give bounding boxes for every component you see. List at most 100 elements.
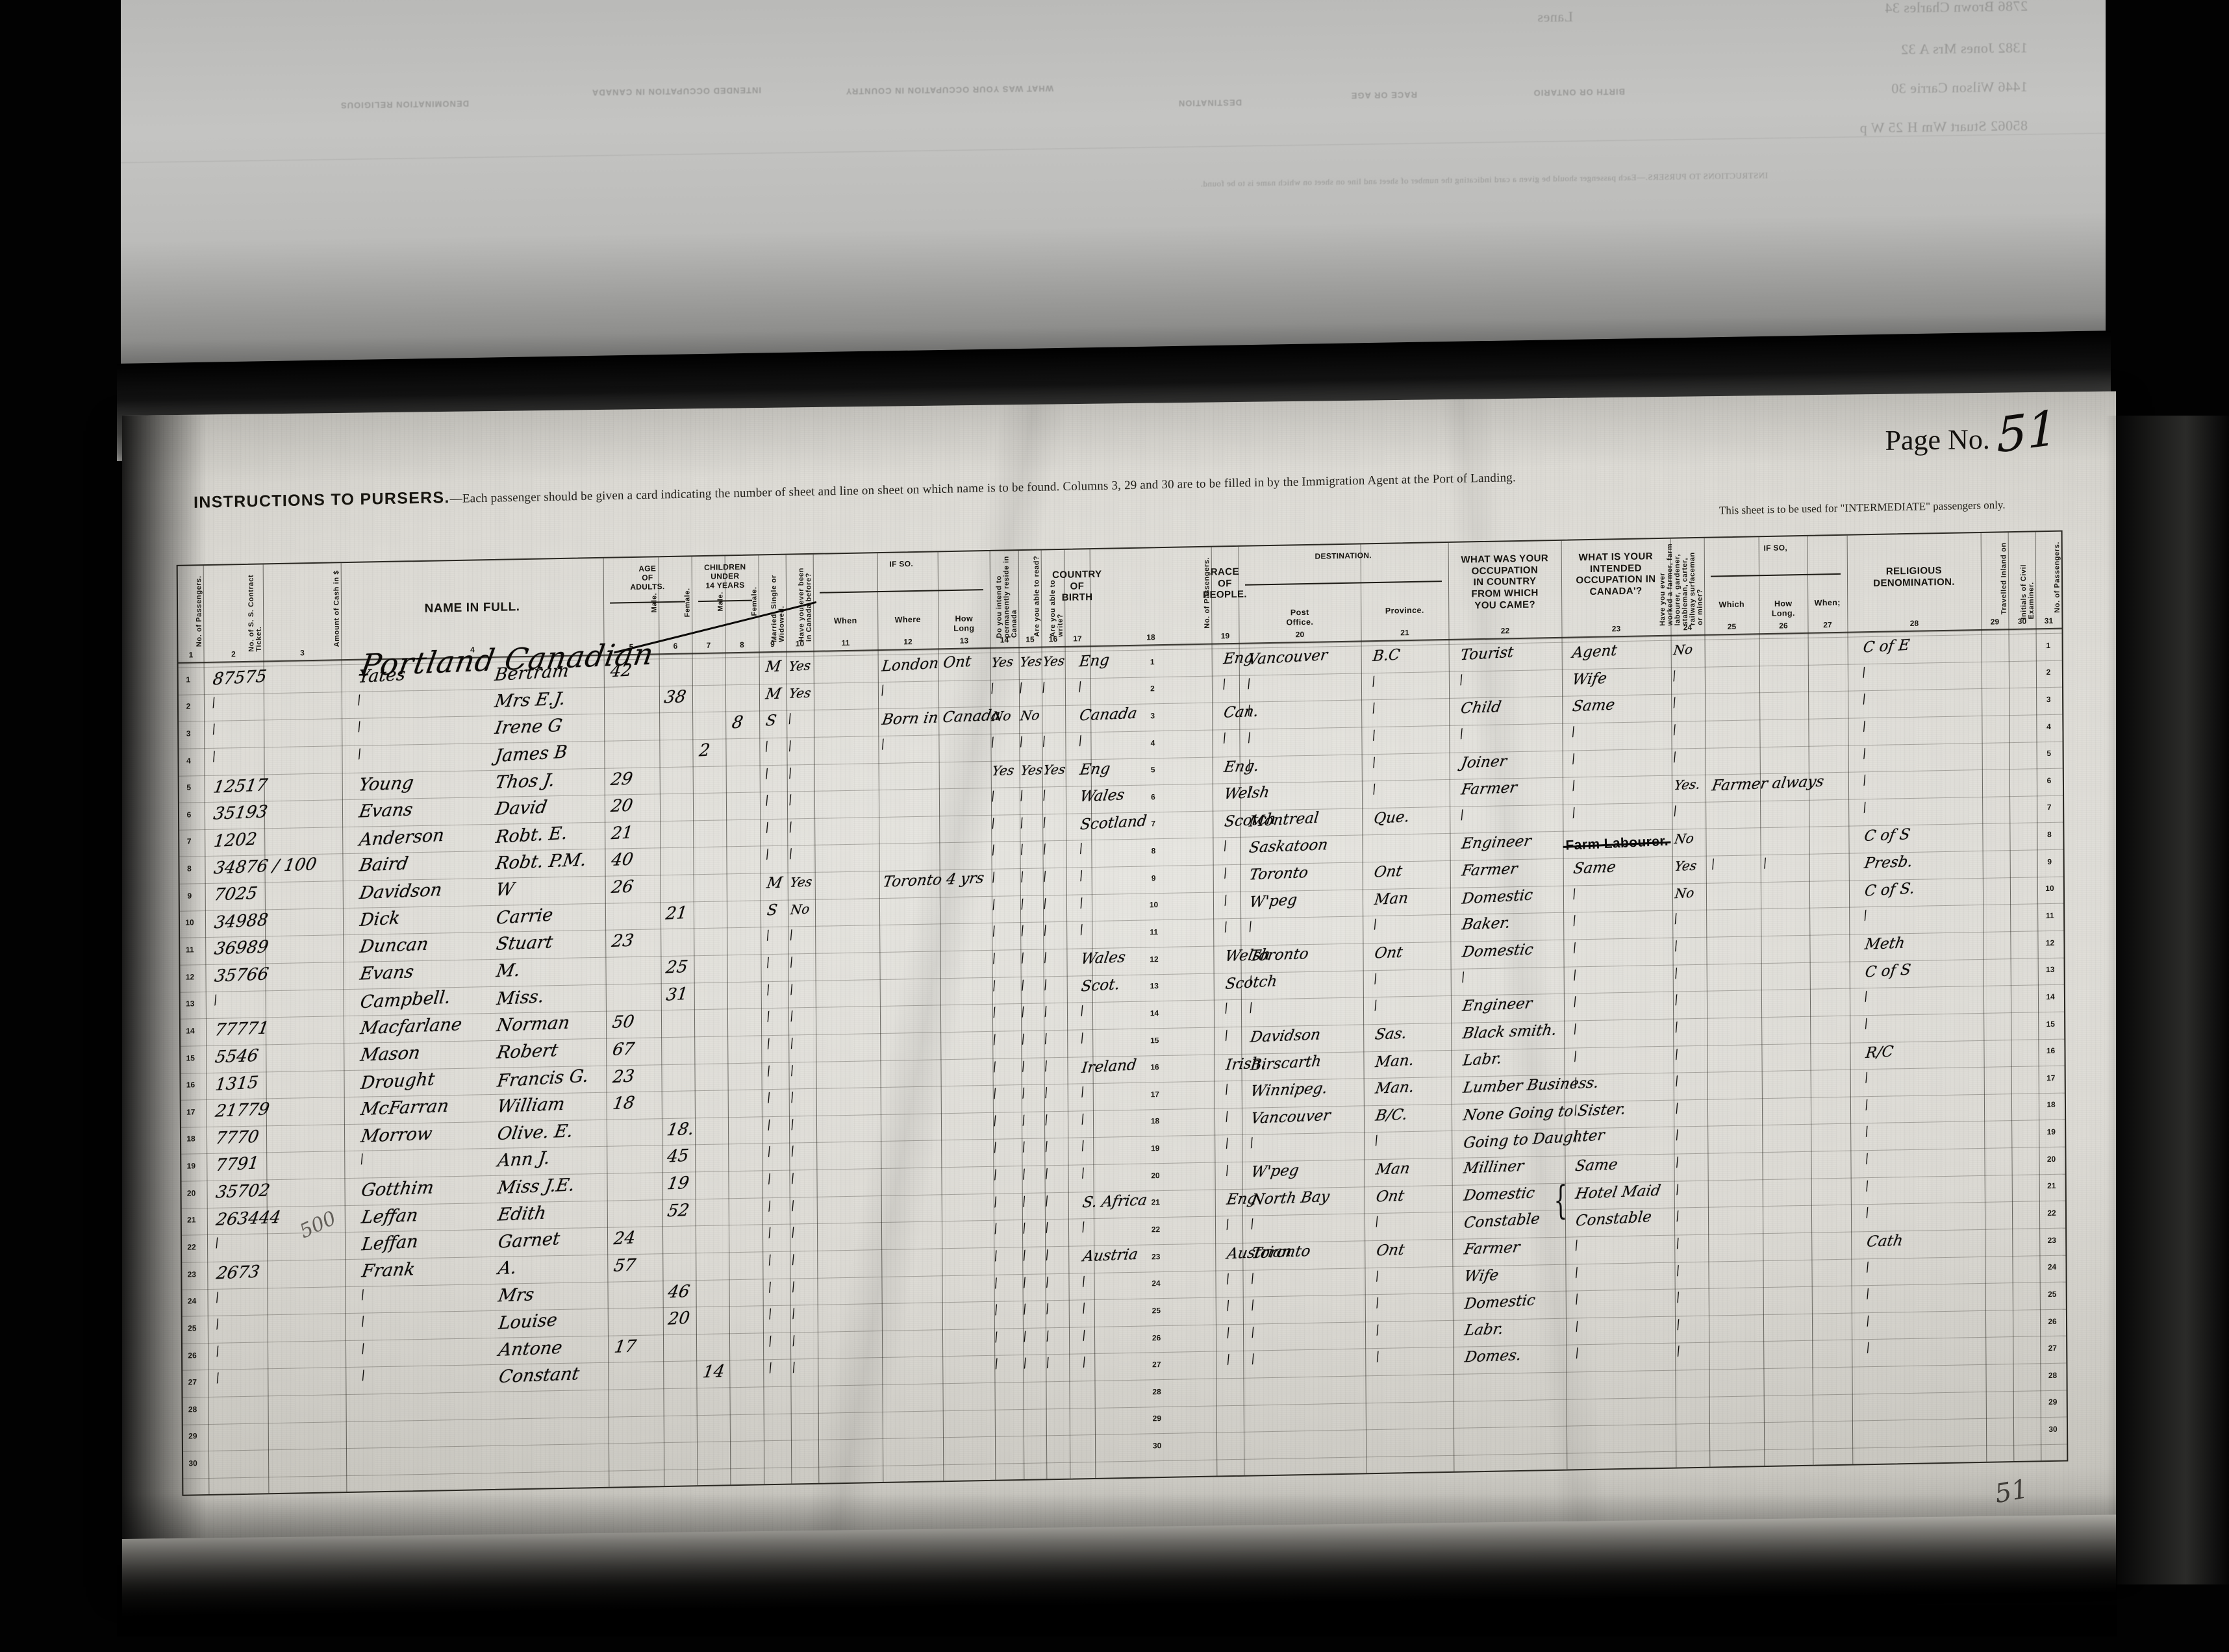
cell-post_office: ⁄ <box>1246 920 1255 934</box>
column-header-4: NAME IN FULL. <box>424 600 520 616</box>
column-header-5: Male. <box>650 593 659 613</box>
cell-farm: ⁄ <box>1672 1047 1681 1062</box>
cell-age_f: 52 <box>666 1200 691 1221</box>
cell-ticket: ⁄ <box>210 750 219 764</box>
cell-age_f: 20 <box>667 1308 691 1329</box>
column-rule <box>340 563 347 1492</box>
column-rule <box>724 556 731 1485</box>
cell-occ_canada: Same <box>1574 1156 1619 1175</box>
row-index-left: 9 <box>187 891 192 901</box>
cell-province: Man <box>1374 1160 1411 1179</box>
column-index-9: 9 <box>770 639 775 649</box>
cell-ticket: ⁄ <box>214 1345 222 1359</box>
cell-farm: ⁄ <box>1670 669 1679 683</box>
cell-farm: ⁄ <box>1670 723 1680 738</box>
cell-province: ⁄ <box>1370 782 1379 797</box>
cell-surname: ⁄ <box>355 720 364 734</box>
cell-occ_canada: ⁄ <box>1572 1293 1581 1307</box>
row-index-right: 10 <box>2045 884 2054 894</box>
row-index-mid: 15 <box>1150 1035 1159 1045</box>
column-index-17: 17 <box>1073 634 1082 644</box>
cell-farm: ⁄ <box>1672 912 1680 927</box>
cell-occ_from: Farmer <box>1463 1238 1522 1258</box>
cell-surname: Young <box>357 772 416 795</box>
cell-age_m: 40 <box>609 849 635 871</box>
column-group-header: IF SO. <box>889 559 914 569</box>
cell-post_office: Birscarth <box>1250 1052 1322 1074</box>
cell-occ_from: None Going to Sister. <box>1461 1101 1628 1125</box>
cell-ticket: ⁄ <box>210 723 218 737</box>
cell-been: ⁄ <box>790 1361 798 1375</box>
cell-been: ⁄ <box>787 956 796 970</box>
cell-ticket: 77771 <box>213 1018 271 1040</box>
row-index-right: 8 <box>2047 830 2052 840</box>
row-index-left: 26 <box>188 1350 197 1360</box>
cell-birth: ⁄ <box>1078 1085 1087 1100</box>
cell-farm: ⁄ <box>1673 1156 1682 1170</box>
cell-surname: Leffan <box>360 1231 420 1255</box>
cell-religion: ⁄ <box>1860 693 1869 707</box>
column-rule <box>2061 531 2068 1460</box>
cell-farm: ⁄ <box>1672 940 1681 954</box>
cell-birth: Eng <box>1078 651 1111 671</box>
cell-age_m: 21 <box>610 823 635 844</box>
column-index-15: 15 <box>1026 634 1035 644</box>
cell-occ_from: Black smith. <box>1461 1021 1558 1043</box>
cell-marital: ⁄ <box>766 1226 774 1241</box>
column-rule <box>691 557 698 1486</box>
cell-province: Man. <box>1374 1079 1416 1097</box>
cell-farm: ⁄ <box>1672 966 1681 981</box>
cell-post_office: ⁄ <box>1245 731 1254 745</box>
cell-ticket: 87575 <box>212 666 268 690</box>
cell-marital: ⁄ <box>764 1010 773 1024</box>
cell-birth: ⁄ <box>1079 1221 1088 1235</box>
row-index-left: 6 <box>186 810 192 820</box>
row-index-mid: 27 <box>1152 1360 1161 1370</box>
cell-which: Farmer always <box>1710 773 1826 795</box>
cell-birth: ⁄ <box>1077 869 1086 883</box>
cell-ticket: 7025 <box>212 883 259 905</box>
pencil-cash-annotation: 500 <box>296 1207 340 1244</box>
cell-birth: ⁄ <box>1078 1005 1087 1019</box>
row-index-left: 14 <box>186 1026 195 1036</box>
cell-birth: ⁄ <box>1076 680 1085 694</box>
column-index-25: 25 <box>1727 621 1737 632</box>
column-header-15: Are you able to read? <box>1033 555 1041 637</box>
cell-given: Louise <box>497 1310 559 1334</box>
row-index-left: 16 <box>186 1080 195 1090</box>
column-rule <box>203 566 210 1494</box>
row-index-left: 3 <box>186 729 191 738</box>
cell-been: ⁄ <box>789 1280 798 1294</box>
cell-marital: ⁄ <box>762 740 772 754</box>
cell-ticket: 1202 <box>212 829 258 851</box>
row-index-left: 22 <box>187 1242 196 1252</box>
cell-where: Toronto 4 yrs <box>881 870 986 891</box>
row-index-left: 25 <box>188 1323 197 1333</box>
cell-given: Carrie <box>495 905 554 929</box>
column-rule <box>1846 535 1854 1464</box>
cell-province: Ont <box>1375 1241 1406 1260</box>
cell-religion: Presb. <box>1863 853 1914 873</box>
cell-read: Yes <box>1019 653 1043 670</box>
cell-ticket: 21779 <box>214 1099 271 1121</box>
cell-where: London Ont <box>881 653 972 675</box>
cell-been: ⁄ <box>787 847 796 862</box>
cell-been: ⁄ <box>788 1091 797 1105</box>
row-index-right: 21 <box>2047 1181 2056 1191</box>
cell-ticket: ⁄ <box>213 1290 222 1305</box>
cell-given: Irene G <box>493 716 564 739</box>
cell-farm: ⁄ <box>1671 804 1680 818</box>
cell-given: James B <box>494 742 568 767</box>
cell-given: Robt. E. <box>494 823 569 847</box>
cell-occ_from: Domes. <box>1463 1347 1523 1366</box>
column-index-23: 23 <box>1611 624 1621 634</box>
cell-farm: Yes. <box>1672 776 1702 794</box>
column-header-8: Female. <box>750 586 759 616</box>
cell-farm: No <box>1673 831 1695 847</box>
column-header-14: Do you intend to permanently reside in C… <box>995 556 1018 638</box>
header-underbar <box>1244 581 1442 586</box>
cell-intend: No <box>990 708 1013 725</box>
cell-age_f: 31 <box>665 984 689 1005</box>
row-index-left: 28 <box>188 1405 197 1414</box>
cell-read: No <box>1019 707 1041 724</box>
